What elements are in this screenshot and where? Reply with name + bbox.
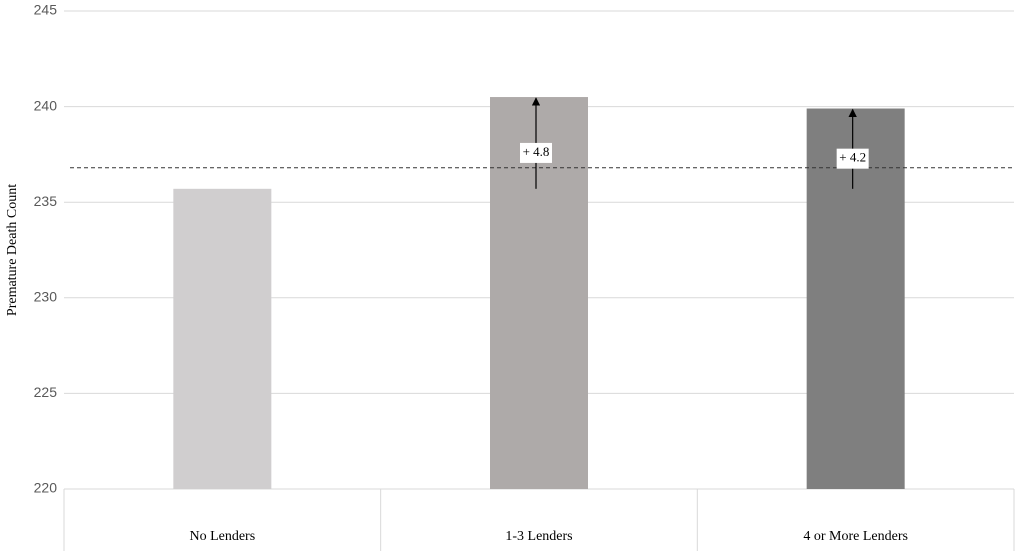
x-tick-label: No Lenders	[189, 529, 255, 544]
bar	[806, 108, 905, 490]
annotation-label: + 4.2	[839, 150, 866, 165]
y-tick-label: 235	[34, 193, 58, 209]
x-tick-label: 1-3 Lenders	[505, 529, 572, 544]
x-tick-label: 4 or More Lenders	[803, 529, 908, 544]
y-tick-label: 240	[34, 97, 58, 113]
annotation-box	[836, 148, 869, 169]
annotation-label: + 4.8	[523, 144, 550, 159]
y-tick-label: 245	[34, 2, 58, 18]
bar	[173, 188, 272, 490]
y-tick-label: 230	[34, 289, 58, 305]
annotation-box	[520, 142, 552, 163]
y-axis-label: Premature Death Count	[5, 184, 20, 316]
y-tick-label: 220	[34, 480, 58, 496]
y-tick-label: 225	[34, 384, 58, 400]
